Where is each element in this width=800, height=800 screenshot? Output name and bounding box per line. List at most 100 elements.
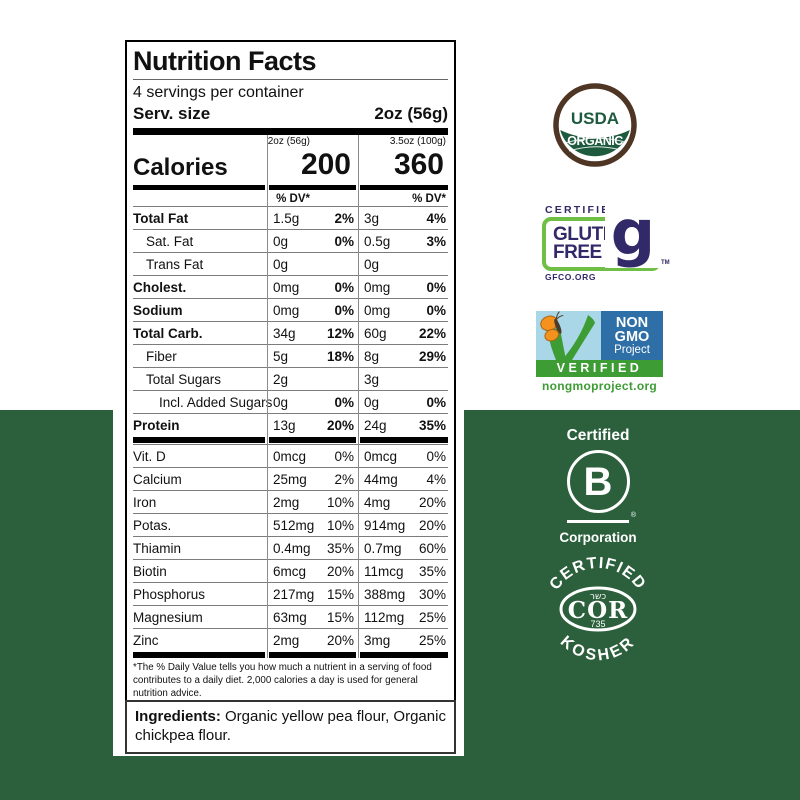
- calories-label: Calories: [133, 154, 228, 181]
- micronutrient-row: Potas. 512mg 10% 914mg 20%: [133, 513, 448, 536]
- col1-amount: 0g: [273, 256, 289, 272]
- non-gmo-url: nongmoproject.org: [541, 379, 658, 393]
- col1-dv: 20%: [326, 417, 354, 433]
- nutrient-row: Protein 13g 20% 24g 35%: [133, 413, 448, 436]
- gfco-g-icon: g: [605, 202, 661, 268]
- col1-amount: 34g: [273, 325, 296, 341]
- column-divider-2: [358, 135, 359, 658]
- nutrition-table: 2oz (56g) 3.5oz (100g) Calories 200 360 …: [133, 135, 448, 658]
- col2-dv: 29%: [418, 348, 446, 364]
- bcorp-corporation-text: Corporation: [559, 529, 637, 545]
- nutrient-name: Zinc: [133, 632, 159, 648]
- b-corporation-badge: Certified B ® Corporation: [554, 427, 642, 545]
- nutrient-name: Fiber: [146, 348, 177, 364]
- nutrient-row: Sat. Fat 0g 0% 0.5g 3%: [133, 229, 448, 252]
- micronutrient-row: Iron 2mg 10% 4mg 20%: [133, 490, 448, 513]
- col2-dv: 30%: [418, 586, 446, 602]
- col2-amount: 8g: [364, 348, 380, 364]
- gf-certified-text: CERTIFIED: [545, 204, 621, 216]
- col2-dv: 0%: [426, 448, 446, 464]
- col1-dv: 2%: [334, 471, 354, 487]
- col2-amount: 0g: [364, 256, 380, 272]
- nutrient-name: Protein: [133, 417, 180, 433]
- nutrient-name: Potas.: [133, 517, 172, 533]
- col2-dv: 25%: [418, 632, 446, 648]
- nutrient-rows: Total Fat 1.5g 2% 3g 4% Sat. Fat 0g 0% 0.5g 3% Tra…: [133, 206, 448, 436]
- col1-dv: 15%: [326, 609, 354, 625]
- cor-text: COR: [568, 597, 628, 624]
- micronutrient-row: Phosphorus 217mg 15% 388mg 30%: [133, 582, 448, 605]
- col2-amount: 0.5g: [364, 233, 391, 249]
- calories-value-2: 360: [393, 148, 444, 181]
- col2-amount: 0mcg: [364, 448, 398, 464]
- kosher-cor-icon: CERTIFIED כשר COR 735 KOSHER: [547, 555, 648, 665]
- gf-free-text: FREE: [553, 242, 602, 263]
- micronutrient-row: Magnesium 63mg 15% 112mg 25%: [133, 605, 448, 628]
- col1-amount: 2g: [273, 371, 289, 387]
- col1-amount: 63mg: [273, 609, 307, 625]
- serving-size-value: 2oz (56g): [374, 104, 448, 123]
- gf-trademark: TM: [661, 260, 670, 266]
- ingredients-label: Ingredients:: [135, 708, 221, 725]
- column2-header: 3.5oz (100g): [389, 136, 446, 147]
- col1-amount: 0.4mg: [273, 540, 311, 556]
- col1-amount: 0g: [273, 394, 289, 410]
- nutrition-facts-label: Nutrition Facts 4 servings per container…: [125, 40, 456, 708]
- col2-amount: 0.7mg: [364, 540, 402, 556]
- col1-dv: 0%: [334, 233, 354, 249]
- micronutrient-row: Thiamin 0.4mg 35% 0.7mg 60%: [133, 536, 448, 559]
- certified-gluten-free-badge: CERTIFIED GLUTEN FREE g TM GFCO.ORG: [542, 202, 672, 296]
- col2-amount: 3g: [364, 371, 380, 387]
- col1-dv: 0%: [334, 448, 354, 464]
- serving-size-label: Serv. size: [133, 104, 211, 123]
- non-gmo-text-block: NON GMO Project: [601, 311, 663, 360]
- nutrient-row: Total Carb. 34g 12% 60g 22%: [133, 321, 448, 344]
- col1-amount: 1.5g: [273, 210, 300, 226]
- servings-per-container: 4 servings per container: [133, 84, 304, 101]
- col1-dv: 0%: [334, 302, 354, 318]
- gfco-url: GFCO.ORG: [545, 272, 597, 282]
- usda-text: USDA: [571, 109, 619, 128]
- usda-organic-icon: USDA ORGANIC: [553, 83, 637, 167]
- micronutrient-row: Vit. D 0mcg 0% 0mcg 0%: [133, 444, 448, 467]
- col2-amount: 112mg: [364, 609, 405, 625]
- col2-dv: 4%: [426, 210, 446, 226]
- nutrient-row: Sodium 0mg 0% 0mg 0%: [133, 298, 448, 321]
- gmo-text: GMO: [614, 328, 650, 345]
- nutrient-row: Trans Fat 0g 0g: [133, 252, 448, 275]
- ingredients-box: Ingredients: Organic yellow pea flour, O…: [125, 700, 456, 754]
- col2-dv: 35%: [418, 563, 446, 579]
- calories-value-1: 200: [300, 148, 351, 181]
- segmented-divider-bar: [133, 437, 448, 443]
- non-gmo-seal: NON GMO Project VERIFIED: [536, 311, 663, 377]
- non-text: NON: [615, 314, 649, 331]
- micronutrient-row: Calcium 25mg 2% 44mg 4%: [133, 467, 448, 490]
- col1-amount: 0g: [273, 233, 289, 249]
- serving-column-headers: 2oz (56g) 3.5oz (100g): [133, 135, 448, 148]
- registered-mark: ®: [630, 512, 636, 519]
- col1-amount: 512mg: [273, 517, 315, 533]
- nutrient-name: Total Sugars: [146, 371, 222, 387]
- col2-dv: 60%: [418, 540, 446, 556]
- col1-dv: 20%: [326, 563, 354, 579]
- col2-amount: 3g: [364, 210, 380, 226]
- nutrient-row: Fiber 5g 18% 8g 29%: [133, 344, 448, 367]
- certified-kosher-badge: CERTIFIED כשר COR 735 KOSHER: [539, 546, 657, 672]
- micronutrient-row: Zinc 2mg 20% 3mg 25%: [133, 628, 448, 651]
- bcorp-certified-text: Certified: [566, 427, 630, 444]
- col2-dv: 0%: [426, 279, 446, 295]
- col1-amount: 0mg: [273, 279, 300, 295]
- col2-dv: 35%: [418, 417, 446, 433]
- nutrient-name: Phosphorus: [133, 586, 206, 602]
- segmented-divider-bar: [133, 185, 448, 190]
- col2-amount: 60g: [364, 325, 387, 341]
- col2-amount: 914mg: [364, 517, 406, 533]
- usda-organic-badge: USDA ORGANIC: [553, 83, 637, 167]
- col1-dv: 0%: [334, 394, 354, 410]
- nutrient-name: Sat. Fat: [146, 233, 194, 249]
- col2-amount: 0g: [364, 394, 380, 410]
- col1-amount: 6mcg: [273, 563, 307, 579]
- column-divider-1: [267, 135, 268, 658]
- col2-dv: 20%: [418, 494, 446, 510]
- b-letter: B: [583, 459, 613, 504]
